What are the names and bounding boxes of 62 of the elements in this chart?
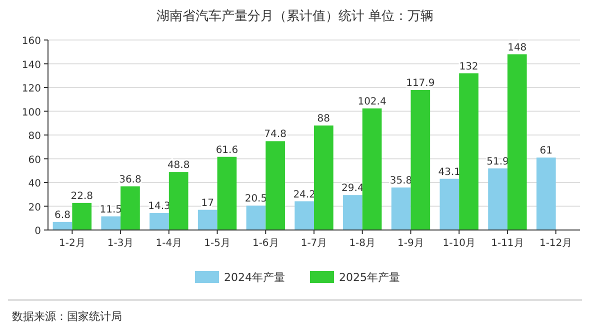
x-tick-label: 1-4月 bbox=[156, 238, 182, 249]
x-tick-label: 1-6月 bbox=[252, 238, 279, 249]
y-tick-label: 160 bbox=[22, 36, 41, 47]
data-label: 148 bbox=[508, 42, 527, 54]
data-label: 6.8 bbox=[54, 210, 70, 221]
chart-title: 湖南省汽车产量分月（累计值）统计 单位：万辆 bbox=[156, 9, 434, 24]
x-tick-label: 1-10月 bbox=[442, 238, 476, 249]
bar bbox=[266, 141, 285, 230]
bar bbox=[198, 210, 218, 230]
source-note: 数据来源：国家统计局 bbox=[12, 310, 122, 323]
bar bbox=[343, 195, 362, 230]
bar bbox=[101, 216, 121, 230]
data-label: 132 bbox=[459, 61, 478, 72]
data-label: 102.4 bbox=[358, 96, 386, 108]
bar bbox=[52, 222, 72, 230]
bar bbox=[362, 108, 382, 230]
bar bbox=[72, 202, 92, 230]
bar bbox=[120, 186, 140, 230]
data-label: 36.8 bbox=[119, 174, 142, 186]
data-label: 24.2 bbox=[293, 189, 316, 200]
legend-label: 2025年产量 bbox=[339, 271, 400, 284]
y-tick-label: 140 bbox=[22, 60, 41, 71]
bar bbox=[488, 168, 508, 230]
bar bbox=[217, 156, 237, 230]
y-tick-label: 120 bbox=[22, 84, 41, 94]
bar bbox=[391, 187, 411, 230]
x-tick-label: 1-8月 bbox=[349, 238, 376, 249]
y-tick-label: 100 bbox=[22, 107, 41, 118]
data-label: 74.8 bbox=[264, 129, 286, 140]
data-label: 29.4 bbox=[342, 183, 364, 194]
data-label: 22.8 bbox=[70, 190, 93, 202]
data-label: 61 bbox=[540, 146, 553, 157]
bar bbox=[440, 178, 460, 230]
bar bbox=[459, 73, 478, 230]
y-tick-label: 60 bbox=[28, 154, 41, 166]
bar bbox=[168, 172, 188, 230]
x-tick-label: 1-7月 bbox=[300, 238, 328, 249]
data-label: 48.8 bbox=[167, 160, 190, 172]
y-tick-label: 20 bbox=[28, 202, 41, 214]
x-tick-label: 1-2月 bbox=[59, 238, 86, 249]
data-label: 14.3 bbox=[148, 201, 170, 212]
x-tick-label: 1-5月 bbox=[204, 238, 230, 249]
data-label: 88 bbox=[317, 114, 330, 124]
bar bbox=[536, 158, 556, 230]
y-tick-label: 0 bbox=[34, 226, 41, 237]
bar bbox=[314, 126, 334, 230]
data-label: 117.9 bbox=[406, 78, 435, 89]
legend-label: 2024年产量 bbox=[224, 271, 285, 284]
bar bbox=[150, 213, 169, 230]
y-tick-label: 80 bbox=[28, 131, 41, 142]
bar bbox=[246, 206, 266, 230]
data-label: 61.6 bbox=[216, 144, 238, 156]
bar bbox=[294, 201, 314, 230]
x-tick-label: 1-12月 bbox=[539, 238, 572, 249]
data-label: 35.8 bbox=[390, 175, 412, 186]
bar bbox=[410, 90, 430, 230]
bar bbox=[507, 54, 527, 230]
y-tick-label: 40 bbox=[28, 178, 41, 190]
x-tick-label: 1-3月 bbox=[107, 238, 134, 249]
x-tick-label: 1-9月 bbox=[398, 238, 424, 249]
data-label: 17 bbox=[201, 198, 214, 209]
x-tick-label: 1-11月 bbox=[491, 238, 524, 249]
